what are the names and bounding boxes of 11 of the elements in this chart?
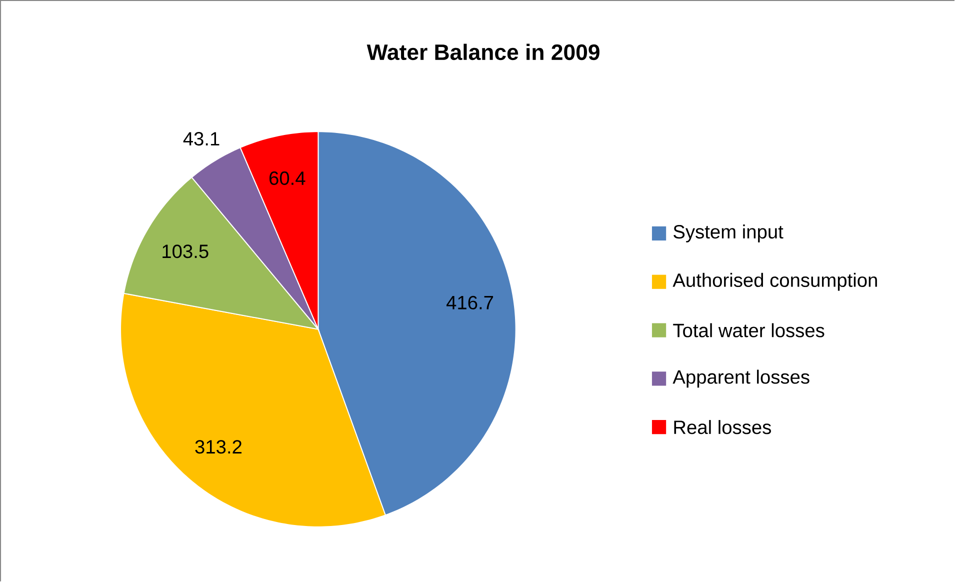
data-label: 43.1 [183, 132, 220, 146]
data-label: 60.4 [269, 172, 306, 186]
chart-title: Water Balance in 2009 [366, 44, 600, 60]
data-label: 103.5 [162, 244, 208, 258]
data-label: 416.7 [446, 296, 494, 310]
legend-label: Apparent losses [672, 370, 810, 388]
legend-label: Total water losses [673, 323, 824, 338]
legend-label: Real losses [674, 420, 771, 434]
data-label: 313.2 [195, 440, 242, 454]
legend-label: Authorised consumption [672, 272, 877, 291]
legend-label: System input [674, 224, 784, 242]
